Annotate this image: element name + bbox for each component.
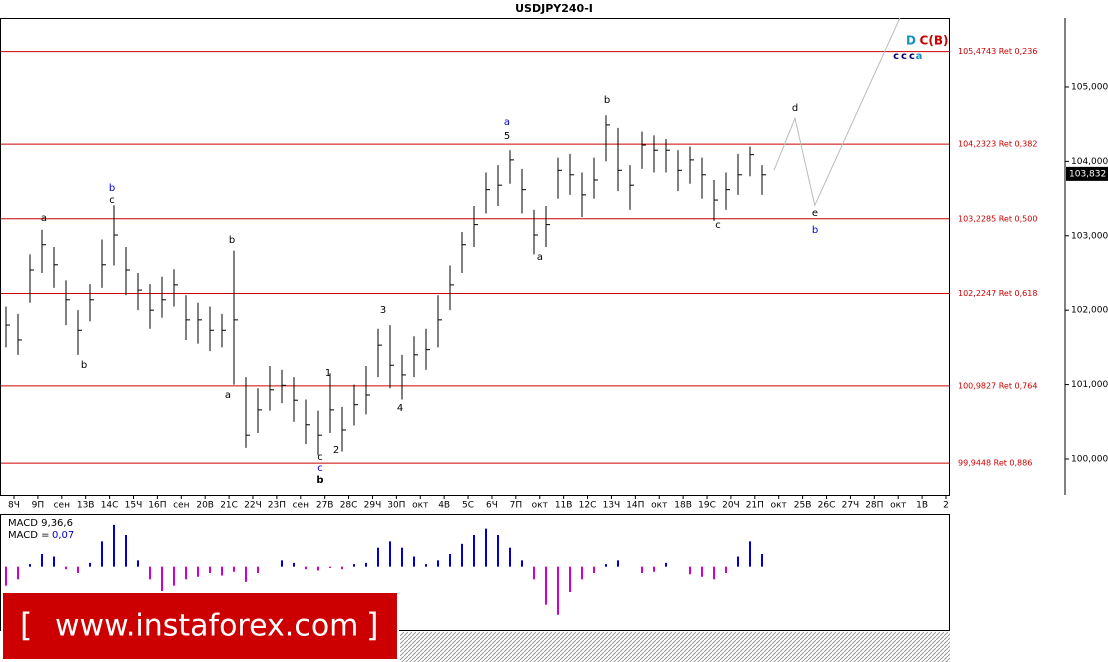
x-tick-label: 7П [510,501,523,511]
x-tick-label: 15Ч [125,501,143,511]
wave-label: d [792,103,798,114]
x-tick-label: 9П [32,501,45,511]
x-tick-label: 5С [462,501,474,511]
hatch-area [400,632,950,662]
wave-label: 4 [397,403,403,414]
y-tick-label: 100,000 [1071,454,1108,464]
x-tick-label: сен [173,501,189,511]
wave-label: 1 [325,368,331,379]
wave-label: b [81,360,87,371]
x-tick-label: 13В [77,501,95,511]
wave-label: 5 [504,131,510,142]
watermark: [ www.instaforex.com ] [1,591,399,661]
x-tick-label: 2 [943,501,949,511]
wave-label: a [225,390,231,401]
wave-label: a [41,213,47,224]
x-tick-label: 11В [555,501,573,511]
x-tick-label: 1В [916,501,928,511]
level-label: 100,9827 Ret 0,764 [958,381,1037,390]
level-label: 102,2247 Ret 0,618 [958,289,1037,298]
x-tick-label: 25В [794,501,812,511]
macd-prefix: MACD = [8,530,50,541]
y-tick-label: 102,000 [1071,306,1108,316]
x-tick-label: сен [293,501,309,511]
x-tick-label: 21П [746,501,764,511]
x-tick-label: окт [651,501,667,511]
wave-label: c [715,220,721,231]
watermark-bracket: ] [366,606,378,644]
wave-label: 3 [380,305,386,316]
x-tick-label: 27Ч [842,501,860,511]
wave-label: c [109,195,115,206]
current-price-box [1066,166,1108,181]
x-tick-label: окт [771,501,787,511]
x-tick-label: окт [532,501,548,511]
level-label: 99,9448 Ret 0,886 [958,459,1032,468]
x-tick-label: 12С [579,501,597,511]
x-tick-label: 27В [316,501,334,511]
level-label: 103,2285 Ret 0,500 [958,214,1037,223]
wave-label: b [229,235,235,246]
x-tick-label: 13Ч [603,501,621,511]
level-label: 105,4743 Ret 0,236 [958,47,1037,56]
x-tick-label: 20В [196,501,214,511]
wave-label: ccc [893,51,917,62]
wave-label: C(B) [920,34,949,48]
projection-line [773,17,901,207]
y-tick-label: 103,000 [1071,231,1108,241]
wave-label: c [317,463,323,474]
wave-label: b [109,183,115,194]
x-tick-label: сен [54,501,70,511]
level-label: 104,2323 Ret 0,382 [958,140,1037,149]
x-tick-label: 4В [438,501,450,511]
wave-label: c [317,452,323,463]
x-tick-label: 19С [698,501,716,511]
wave-label: a [537,252,543,263]
plot-frame [0,18,950,496]
x-tick-label: 30П [387,501,405,511]
x-tick-label: 26С [818,501,836,511]
y-tick-label: 101,000 [1071,380,1108,390]
wave-label: D [906,34,916,48]
y-tick-label: 105,000 [1071,82,1108,92]
wave-label: e [812,208,818,219]
watermark-bracket: [ [20,606,32,644]
x-tick-label: 6Ч [486,501,498,511]
chart-title: USDJPY240-I [515,2,593,15]
x-tick-label: 28С [340,501,358,511]
x-tick-label: 14П [626,501,644,511]
x-tick-label: 16П [148,501,166,511]
macd-frame [0,514,950,631]
watermark-box [1,591,399,661]
wave-label: b [316,475,323,486]
wave-label: 2 [333,445,339,456]
current-price-label: 103,832 [1069,169,1106,179]
macd-value: 0,07 [52,530,74,541]
x-tick-label: 21С [220,501,238,511]
wave-label: a [916,51,925,62]
x-tick-label: 14С [101,501,119,511]
x-tick-label: 29Ч [364,501,382,511]
y-tick-label: 104,000 [1071,157,1108,167]
wave-label: b [604,95,610,106]
x-tick-label: 18В [674,501,692,511]
x-tick-label: 20Ч [722,501,740,511]
x-tick-label: окт [412,501,428,511]
wave-label: a [504,117,510,128]
x-tick-label: 23П [268,501,286,511]
x-tick-label: окт [890,501,906,511]
wave-label: b [812,225,818,236]
x-tick-label: 22Ч [244,501,262,511]
watermark-text: www.instaforex.com [55,609,358,644]
x-tick-label: 8Ч [8,501,20,511]
macd-title: MACD 9,36,6 [8,518,73,529]
x-tick-label: 28П [865,501,883,511]
